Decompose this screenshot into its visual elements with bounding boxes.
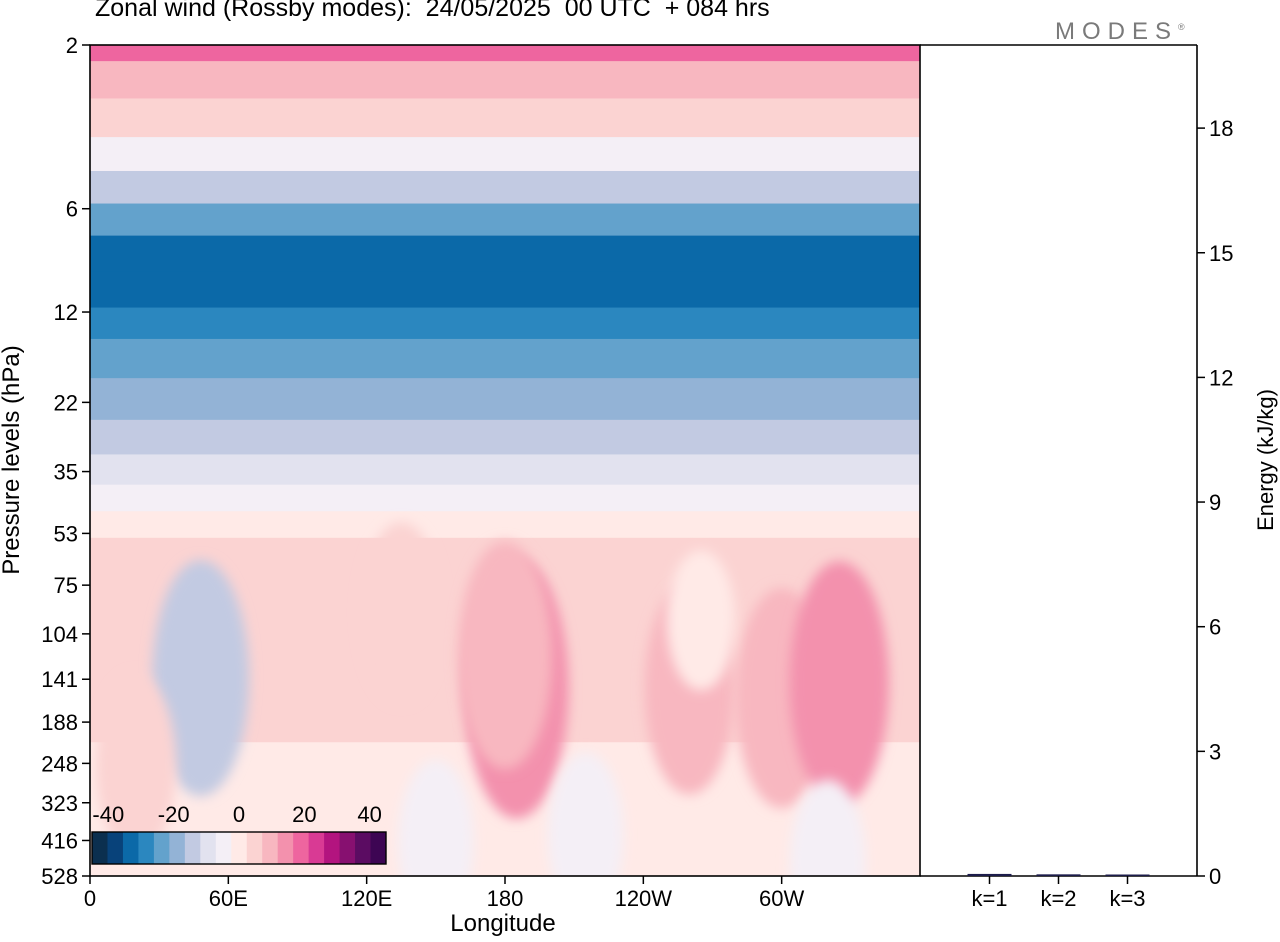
colorbar-swatch xyxy=(277,832,294,864)
colorbar-swatch xyxy=(324,832,341,864)
y-tick-label: 22 xyxy=(54,390,78,415)
energy-category-label: k=2 xyxy=(1040,886,1076,911)
x-tick-label: 0 xyxy=(84,886,96,911)
energy-axis-title: Energy (kJ/kg) xyxy=(1253,389,1278,531)
energy-tick-label: 12 xyxy=(1209,365,1233,390)
colorbar-tick-label: -20 xyxy=(158,802,190,827)
heatmap-band xyxy=(90,98,920,139)
colorbar-swatch xyxy=(370,832,387,864)
heatmap-feature xyxy=(398,759,474,876)
x-tick-label: 180 xyxy=(487,886,524,911)
energy-tick-label: 3 xyxy=(1209,739,1221,764)
heatmap-feature xyxy=(789,561,889,806)
energy-tick-label: 18 xyxy=(1209,116,1233,141)
colorbar-swatch xyxy=(153,832,170,864)
chart-title: Zonal wind (Rossby modes): 24/05/2025 00… xyxy=(95,0,770,22)
colorbar-tick-label: 0 xyxy=(233,802,245,827)
colorbar-swatch xyxy=(293,832,310,864)
y-tick-label: 248 xyxy=(41,751,78,776)
energy-category-label: k=1 xyxy=(971,886,1007,911)
heatmap-band xyxy=(90,203,920,237)
y-tick-label: 323 xyxy=(41,791,78,816)
colorbar-tick-label: -40 xyxy=(92,802,124,827)
x-tick-label: 120W xyxy=(615,886,673,911)
heatmap-band xyxy=(90,307,920,340)
colorbar-swatch xyxy=(200,832,217,864)
colorbar-tick-label: 20 xyxy=(292,802,316,827)
colorbar-swatch xyxy=(92,832,108,864)
heatmap-band xyxy=(90,235,920,273)
heatmap-band xyxy=(90,419,920,456)
brand-logo: MODES® xyxy=(1055,18,1185,46)
brand-name: MODES xyxy=(1055,18,1179,45)
x-axis-title: Longitude xyxy=(450,910,556,937)
energy-tick-label: 9 xyxy=(1209,490,1221,515)
energy-tick-label: 0 xyxy=(1209,864,1221,889)
heatmap-feature xyxy=(666,550,735,691)
heatmap-band xyxy=(90,378,920,421)
heatmap-feature xyxy=(96,674,177,855)
energy-bar xyxy=(967,873,1012,876)
x-tick-label: 60W xyxy=(759,886,804,911)
heatmap-band xyxy=(90,137,920,172)
energy-bar xyxy=(1036,874,1081,876)
brand-registered-mark: ® xyxy=(1178,22,1185,32)
x-tick-label: 120E xyxy=(341,886,392,911)
colorbar-swatch xyxy=(246,832,263,864)
colorbar-swatch xyxy=(107,832,124,864)
colorbar-legend: -40 -20 0 20 40 xyxy=(91,802,387,865)
heatmap-band xyxy=(90,45,920,63)
energy-category-label: k=3 xyxy=(1109,886,1145,911)
heatmap-feature xyxy=(548,752,624,876)
y-tick-label: 416 xyxy=(41,828,78,853)
heatmap-feature xyxy=(361,522,442,703)
heatmap-band xyxy=(90,271,920,309)
energy-tick-label: 6 xyxy=(1209,615,1221,640)
y-tick-label: 6 xyxy=(66,197,78,222)
heatmap-band xyxy=(90,338,920,380)
colorbar-swatch xyxy=(184,832,201,864)
y-tick-label: 53 xyxy=(54,521,78,546)
colorbar-swatch xyxy=(339,832,356,864)
y-tick-label: 188 xyxy=(41,710,78,735)
energy-bar-panel: 0 3 6 9 12 15 18 k=1 k=2 k=3 xyxy=(920,44,1233,911)
colorbar-swatch xyxy=(308,832,325,864)
heatmap-feature xyxy=(457,541,553,770)
colorbar-tick-label: 40 xyxy=(357,802,381,827)
energy-bar xyxy=(1105,874,1150,876)
heatmap-feature xyxy=(152,560,250,797)
colorbar-swatch xyxy=(169,832,186,864)
colorbar-swatch xyxy=(138,832,155,864)
heatmap-band xyxy=(90,61,920,100)
y-tick-label: 104 xyxy=(41,622,78,647)
energy-tick-label: 15 xyxy=(1209,241,1233,266)
y-tick-label: 35 xyxy=(54,460,78,485)
colorbar-swatch xyxy=(355,832,372,864)
heatmap-band xyxy=(90,454,920,486)
colorbar-swatch xyxy=(122,832,139,864)
y-tick-label: 2 xyxy=(66,33,78,58)
heatmap-band xyxy=(90,170,920,205)
y-tick-label: 528 xyxy=(41,864,78,889)
colorbar-swatch xyxy=(262,832,279,864)
x-tick-label: 60E xyxy=(209,886,248,911)
heatmap-field xyxy=(90,45,920,876)
colorbar-swatch xyxy=(215,832,232,864)
heatmap-band xyxy=(90,484,920,513)
y-axis-title: Pressure levels (hPa) xyxy=(0,345,25,575)
y-tick-label: 75 xyxy=(54,573,78,598)
colorbar-border xyxy=(91,831,387,865)
colorbar-swatch xyxy=(231,832,248,864)
heatmap-feature xyxy=(790,779,866,876)
heatmap-band xyxy=(90,511,920,539)
y-tick-label: 12 xyxy=(54,300,78,325)
y-tick-label: 141 xyxy=(41,667,78,692)
